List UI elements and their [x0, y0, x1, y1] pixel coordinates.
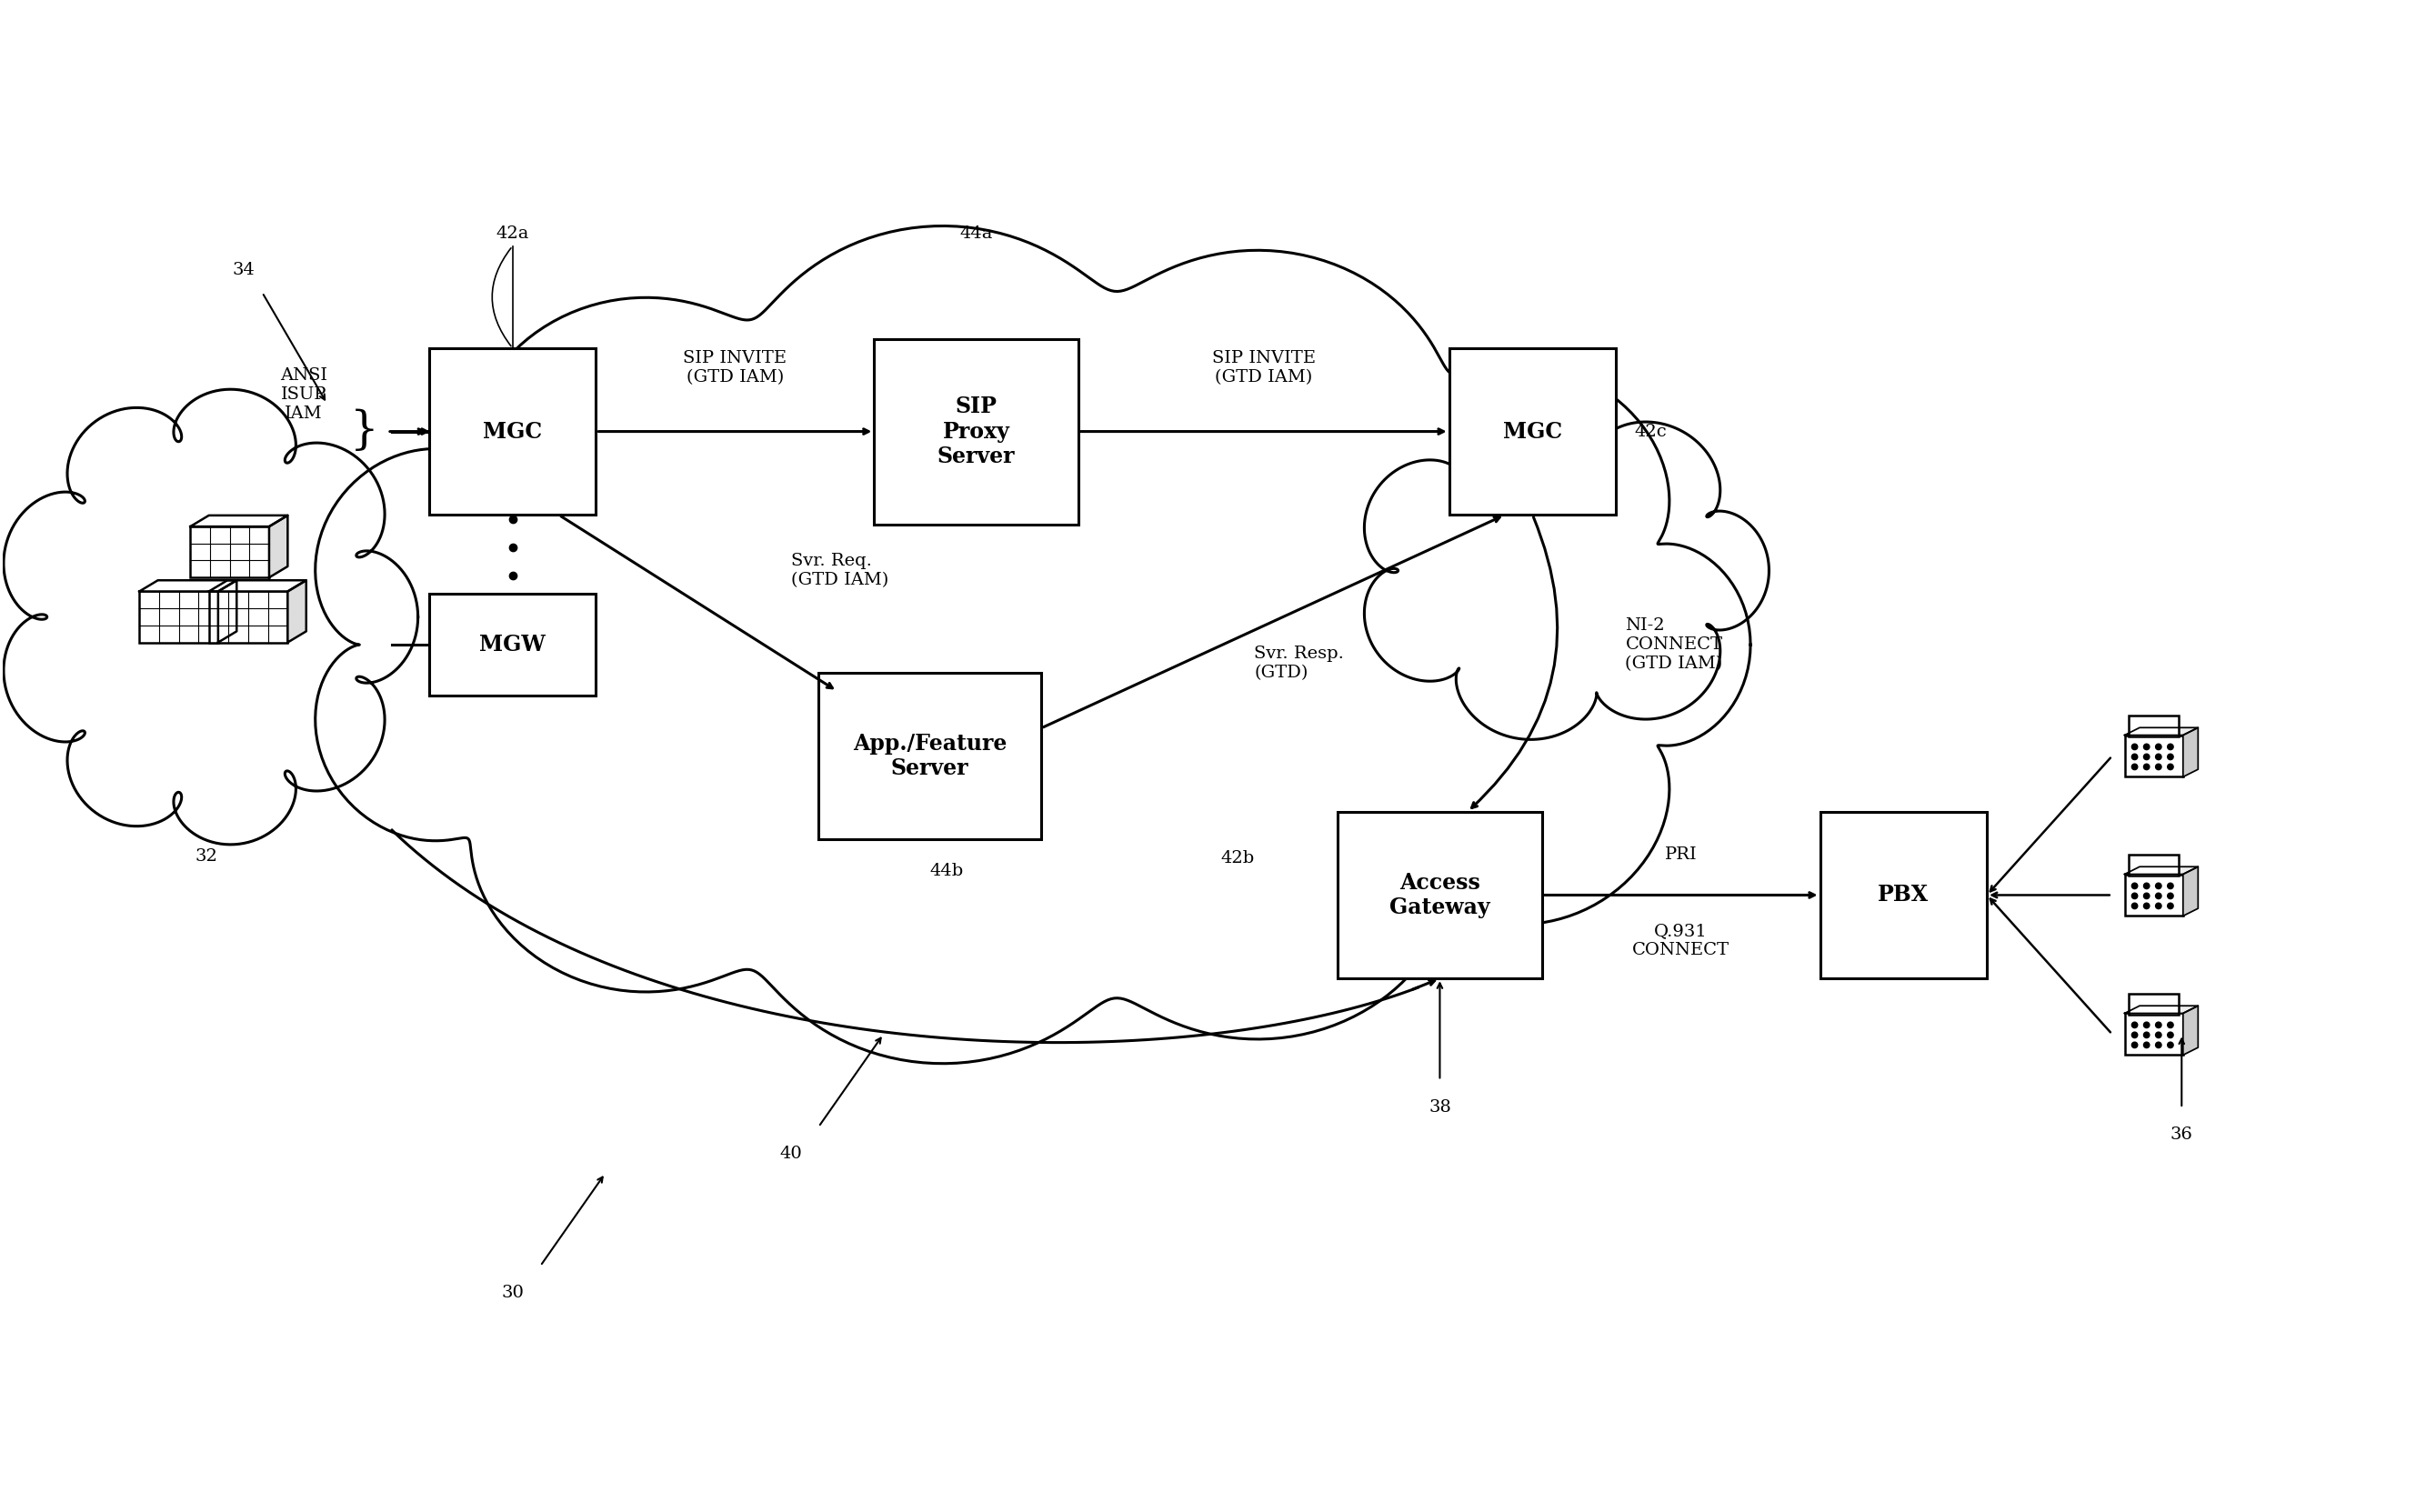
FancyBboxPatch shape — [2128, 993, 2179, 1015]
Text: 42c: 42c — [1636, 423, 1667, 440]
Circle shape — [2143, 764, 2150, 770]
Circle shape — [2143, 1033, 2150, 1037]
Text: Q.931
CONNECT: Q.931 CONNECT — [1633, 922, 1730, 959]
Circle shape — [2167, 894, 2174, 898]
Circle shape — [2155, 754, 2162, 759]
Circle shape — [2131, 744, 2138, 750]
Circle shape — [2131, 1022, 2138, 1028]
FancyBboxPatch shape — [1819, 812, 1986, 978]
Text: Access
Gateway: Access Gateway — [1389, 871, 1491, 919]
Bar — [2124, 735, 2184, 777]
FancyBboxPatch shape — [1338, 812, 1541, 978]
Polygon shape — [2184, 866, 2199, 916]
Text: 42a: 42a — [495, 225, 529, 242]
Polygon shape — [191, 516, 288, 526]
Circle shape — [2167, 1042, 2174, 1048]
Text: 38: 38 — [1428, 1099, 1452, 1116]
FancyBboxPatch shape — [430, 594, 597, 696]
Text: 34: 34 — [232, 262, 256, 278]
FancyBboxPatch shape — [2128, 854, 2179, 875]
Text: 44b: 44b — [930, 863, 964, 878]
Polygon shape — [288, 581, 307, 643]
Bar — [2124, 874, 2184, 916]
Bar — [191, 526, 268, 578]
Circle shape — [2143, 903, 2150, 909]
Circle shape — [2167, 1022, 2174, 1028]
Text: MGC: MGC — [1503, 420, 1563, 443]
Circle shape — [2155, 1022, 2162, 1028]
Text: SIP
Proxy
Server: SIP Proxy Server — [937, 395, 1015, 467]
Polygon shape — [268, 516, 288, 578]
Circle shape — [2167, 764, 2174, 770]
Circle shape — [2155, 903, 2162, 909]
Circle shape — [2143, 894, 2150, 898]
Polygon shape — [140, 581, 237, 591]
Circle shape — [2167, 883, 2174, 889]
Text: 30: 30 — [500, 1285, 524, 1300]
Polygon shape — [2124, 866, 2199, 874]
Polygon shape — [2184, 1005, 2199, 1055]
FancyBboxPatch shape — [1450, 348, 1616, 516]
Circle shape — [2155, 1042, 2162, 1048]
Circle shape — [2167, 744, 2174, 750]
Circle shape — [2167, 903, 2174, 909]
FancyBboxPatch shape — [875, 339, 1078, 525]
Text: 44a: 44a — [959, 225, 993, 242]
Text: MGC: MGC — [483, 420, 541, 443]
Polygon shape — [217, 581, 237, 643]
Polygon shape — [2124, 727, 2199, 735]
Text: SIP INVITE
(GTD IAM): SIP INVITE (GTD IAM) — [1213, 349, 1314, 386]
Text: PRI: PRI — [1665, 847, 1696, 863]
Circle shape — [2143, 1022, 2150, 1028]
Circle shape — [2131, 894, 2138, 898]
Bar — [208, 591, 288, 643]
Text: 36: 36 — [2170, 1126, 2194, 1143]
Text: PBX: PBX — [1877, 885, 1928, 906]
Circle shape — [2155, 883, 2162, 889]
Polygon shape — [2124, 1005, 2199, 1013]
Circle shape — [2131, 1042, 2138, 1048]
Circle shape — [2131, 754, 2138, 759]
Text: 40: 40 — [780, 1146, 802, 1161]
Text: ANSI
ISUP
IAM: ANSI ISUP IAM — [280, 367, 329, 422]
Polygon shape — [2184, 727, 2199, 777]
Circle shape — [2143, 744, 2150, 750]
Polygon shape — [208, 581, 307, 591]
Circle shape — [2143, 1042, 2150, 1048]
Circle shape — [2143, 754, 2150, 759]
Text: SIP INVITE
(GTD IAM): SIP INVITE (GTD IAM) — [684, 349, 788, 386]
Bar — [140, 591, 217, 643]
Text: App./Feature
Server: App./Feature Server — [853, 732, 1007, 780]
Text: 32: 32 — [196, 848, 217, 865]
Circle shape — [2167, 1033, 2174, 1037]
Text: Svr. Req.
(GTD IAM): Svr. Req. (GTD IAM) — [790, 553, 889, 588]
Circle shape — [2131, 903, 2138, 909]
Text: MGW: MGW — [478, 634, 546, 656]
Circle shape — [2155, 764, 2162, 770]
Bar — [2124, 1013, 2184, 1055]
FancyBboxPatch shape — [2128, 717, 2179, 736]
Text: 42b: 42b — [1220, 850, 1254, 866]
Circle shape — [2131, 1033, 2138, 1037]
Text: Svr. Resp.
(GTD): Svr. Resp. (GTD) — [1254, 646, 1343, 680]
Circle shape — [2131, 764, 2138, 770]
FancyBboxPatch shape — [819, 673, 1041, 839]
Circle shape — [2155, 744, 2162, 750]
Circle shape — [2131, 883, 2138, 889]
FancyBboxPatch shape — [430, 348, 597, 516]
Circle shape — [2167, 754, 2174, 759]
Circle shape — [2155, 894, 2162, 898]
Text: NI-2
CONNECT
(GTD IAM): NI-2 CONNECT (GTD IAM) — [1626, 617, 1723, 671]
Circle shape — [2143, 883, 2150, 889]
Circle shape — [2155, 1033, 2162, 1037]
Text: }: } — [350, 410, 379, 454]
